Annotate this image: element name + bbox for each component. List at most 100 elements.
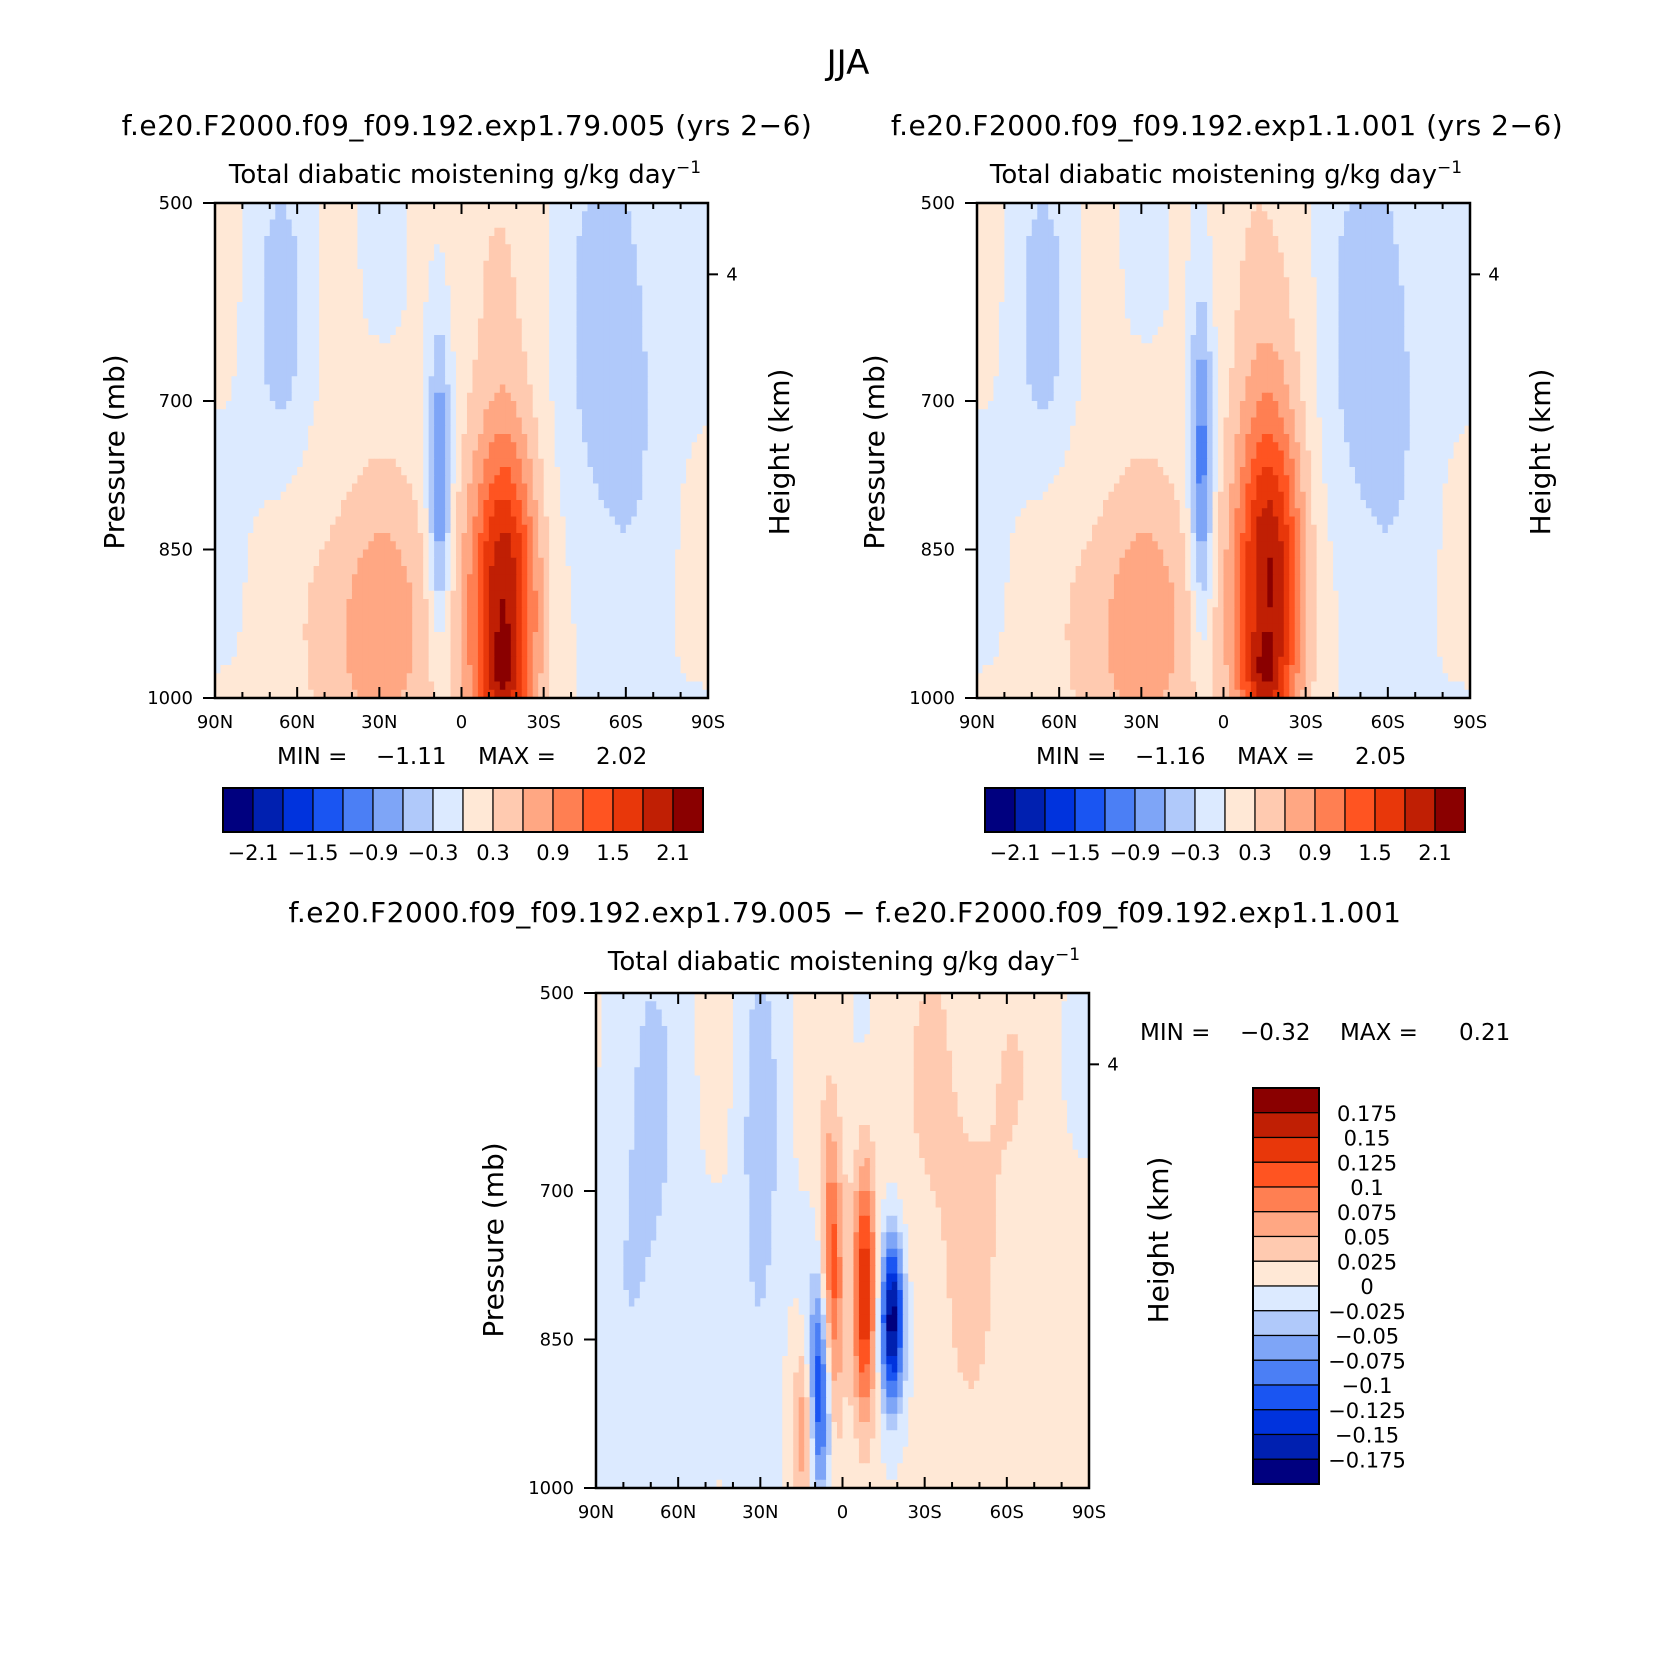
field-cell [543,211,550,221]
field-cell [390,384,397,394]
field-cell [527,442,534,452]
field-cell [543,409,550,419]
field-cell [434,640,441,650]
field-cell [324,359,331,369]
field-cell [280,227,287,237]
field-cell [664,549,671,559]
field-cell [658,401,665,410]
field-cell [417,640,424,650]
field-cell [286,269,293,278]
field-cell [636,351,643,361]
field-cell [466,607,474,617]
field-cell [215,252,222,262]
field-cell [477,227,485,237]
field-cell [483,450,490,460]
field-cell [395,582,402,592]
field-cell [445,244,452,254]
field-cell [368,293,375,303]
field-cell [483,483,490,493]
field-cell [291,607,298,617]
field-cell [477,211,485,221]
field-cell [313,640,320,650]
field-cell [445,293,452,303]
field-cell [598,607,605,617]
field-cell [324,302,331,311]
field-cell [576,483,583,493]
field-cell [225,384,233,394]
field-cell [258,318,265,328]
field-cell [253,302,260,311]
field-cell [554,293,561,303]
field-cell [373,285,380,295]
field-cell [308,401,315,410]
field-cell [340,326,348,336]
field-cell [625,236,632,245]
field-cell [609,582,616,592]
field-cell [647,566,654,575]
field-cell [532,318,539,328]
field-cell [423,417,430,427]
field-cell [691,244,698,254]
field-cell [636,458,643,468]
field-cell [297,359,304,369]
field-cell [532,351,539,361]
field-cell [423,508,430,518]
field-cell [373,508,380,518]
field-cell [636,508,643,518]
field-cell [379,450,386,460]
field-cell [532,607,539,617]
field-cell [614,541,621,551]
field-cell [231,326,238,336]
field-cell [308,574,315,584]
field-cell [499,219,506,229]
field-cell [330,211,337,221]
field-cell [439,648,446,658]
field-cell [439,227,446,237]
field-cell [215,425,222,435]
field-cell [351,285,359,295]
field-cell [450,343,457,353]
field-cell [554,508,561,518]
field-cell [516,359,523,369]
field-cell [527,648,534,658]
field-cell [609,640,616,650]
field-cell [587,566,594,575]
field-cell [664,640,671,650]
field-cell [603,252,610,262]
field-cell [603,508,610,518]
field-cell [653,409,660,419]
field-cell [428,302,435,311]
field-cell [675,491,682,501]
field-cell [428,599,435,608]
field-cell [510,293,517,303]
field-cell [247,425,254,435]
field-cell [373,425,380,435]
field-cell [647,458,654,468]
field-cell [406,203,413,212]
field-cell [275,203,282,212]
field-cell [258,475,265,485]
field-cell [609,277,616,287]
field-cell [220,442,227,452]
field-cell [543,566,550,575]
field-cell [521,359,528,369]
field-cell [291,401,298,410]
field-cell [702,318,709,328]
field-cell [362,599,369,608]
field-cell [461,623,468,633]
field-cell [340,590,348,600]
field-cell [603,458,610,468]
field-cell [620,219,627,229]
field-cell [620,590,627,600]
field-cell [532,566,539,575]
field-cell [543,607,550,617]
field-cell [280,310,287,320]
field-cell [247,541,254,551]
field-cell [510,227,517,237]
field-cell [236,541,243,551]
field-cell [532,244,539,254]
field-cell [636,368,643,377]
field-cell [275,458,282,468]
field-cell [472,590,479,600]
field-cell [340,533,348,542]
